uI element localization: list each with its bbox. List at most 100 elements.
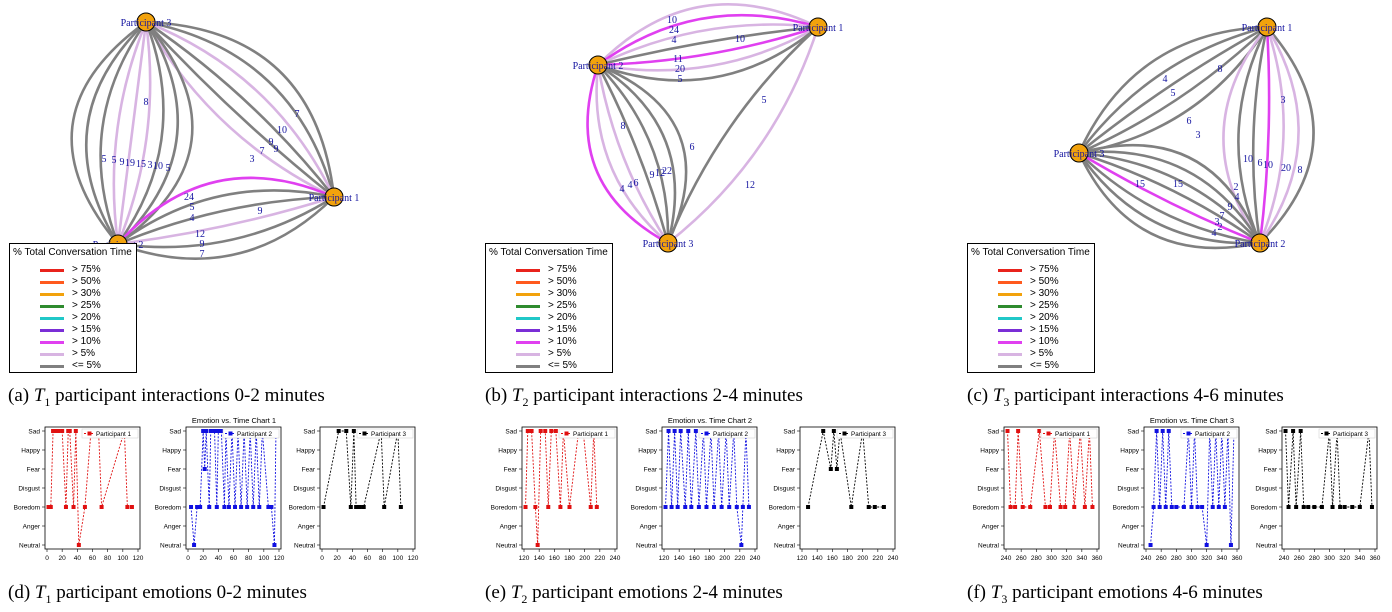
y-tick-label: Sad (645, 429, 657, 436)
emotion-point (719, 505, 724, 509)
emotion-point (1338, 505, 1343, 509)
interaction-edge (116, 21, 165, 245)
legend-item: > 10% (968, 336, 1094, 348)
x-tick-label: 240 (888, 555, 899, 562)
y-tick-label: Neutral (636, 543, 658, 550)
panel-legend-marker (1324, 431, 1329, 436)
legend-item: > 50% (968, 276, 1094, 288)
emotion-point (1294, 505, 1299, 509)
emotion-point (1350, 505, 1355, 509)
emotion-point (63, 505, 68, 509)
x-tick-label: 360 (1092, 555, 1103, 562)
interaction-edge (117, 195, 335, 249)
emotion-point (48, 505, 53, 509)
interaction-edge (667, 26, 820, 245)
legend-label: > 30% (1030, 288, 1059, 299)
participant-label: Participant 2 (1235, 239, 1286, 250)
y-tick-label: Anger (298, 524, 316, 531)
edge-label: 10 (1263, 160, 1273, 171)
emotion-point (881, 505, 886, 509)
emotion-point (678, 429, 683, 433)
legend-swatch (998, 341, 1022, 344)
legend-label: > 75% (548, 264, 577, 275)
panel-legend-box (356, 428, 414, 439)
x-tick-label: 340 (1076, 555, 1087, 562)
edge-label: 5 (112, 155, 117, 166)
emotion-panel-frame (185, 426, 282, 550)
emotion-point (76, 543, 81, 547)
emotion-point (529, 429, 534, 433)
y-tick-label: Fear (27, 467, 41, 474)
panel-legend-marker (704, 431, 709, 436)
edge-label: 9 (1228, 202, 1233, 213)
y-tick-label: Fear (504, 467, 518, 474)
interaction-edge (1259, 26, 1315, 244)
edge-label: 6 (690, 142, 695, 153)
edge-label: 10 (153, 161, 163, 172)
edge-label: 22 (662, 166, 672, 177)
emotion-point (588, 505, 593, 509)
y-tick-label: Anger (164, 524, 182, 531)
y-tick-label: Boredom (1113, 505, 1139, 512)
emotion-point (266, 505, 271, 509)
y-tick-label: Neutral (19, 543, 41, 550)
x-tick-label: 260 (1156, 555, 1167, 562)
emotion-point (207, 505, 212, 509)
legend-label: > 5% (72, 348, 96, 359)
interaction-edge (70, 20, 147, 245)
edge-label: 9 (120, 157, 125, 168)
panel-legend-box (558, 428, 616, 439)
panel-legend-box (1180, 428, 1238, 439)
legend-label: > 20% (1030, 312, 1059, 323)
edge-label: 20 (675, 64, 685, 75)
legend-swatch (998, 317, 1022, 320)
emotion-point (257, 505, 262, 509)
x-tick-label: 280 (1309, 555, 1320, 562)
interaction-edge (1078, 151, 1261, 244)
x-tick-label: 360 (1232, 555, 1243, 562)
y-tick-label: Boredom (973, 505, 999, 512)
x-tick-label: 300 (1186, 555, 1197, 562)
y-tick-label: Disgust (977, 486, 999, 493)
y-tick-label: Boredom (631, 505, 657, 512)
legend-item: > 15% (486, 324, 612, 336)
emotion-series-line (807, 430, 884, 508)
edge-label: 12 (655, 168, 665, 179)
legend-label: > 5% (548, 348, 572, 359)
emotion-point (351, 429, 356, 433)
legend-swatch (40, 329, 64, 332)
y-tick-label: Disgust (159, 486, 181, 493)
emotion-point (1283, 429, 1288, 433)
y-tick-label: Anger (1122, 524, 1140, 531)
y-tick-label: Anger (23, 524, 41, 531)
legend-label: > 20% (72, 312, 101, 323)
legend-item: > 20% (968, 312, 1094, 324)
emotion-point (675, 505, 680, 509)
panel-legend-box (698, 428, 756, 439)
emotion-point (348, 505, 353, 509)
emotion-point (344, 429, 349, 433)
emotion-point (1154, 429, 1159, 433)
interaction-edge (666, 26, 819, 244)
emotion-point (60, 429, 65, 433)
x-tick-label: 140 (534, 555, 545, 562)
emotion-point (1291, 429, 1296, 433)
emotion-point (1369, 505, 1374, 509)
participant-label: Participant 1 (309, 193, 360, 204)
emotion-point (535, 543, 540, 547)
panel-legend-marker (228, 431, 233, 436)
legend-swatch (516, 329, 540, 332)
y-tick-label: Happy (21, 448, 41, 455)
emotion-panel: Sad Happy Fear Disgust Boredom Anger Neutral24… (1113, 426, 1243, 562)
x-tick-label: 80 (104, 555, 112, 562)
edge-label: 3 (1215, 217, 1220, 228)
y-tick-label: Neutral (1256, 543, 1278, 550)
panel-legend-label: Participant 1 (96, 431, 131, 438)
legend-swatch (516, 365, 540, 368)
x-tick-label: 220 (594, 555, 605, 562)
x-tick-label: 160 (549, 555, 560, 562)
legend-label: <= 5% (72, 360, 101, 371)
legend-swatch (516, 341, 540, 344)
interaction-edge (597, 63, 677, 244)
